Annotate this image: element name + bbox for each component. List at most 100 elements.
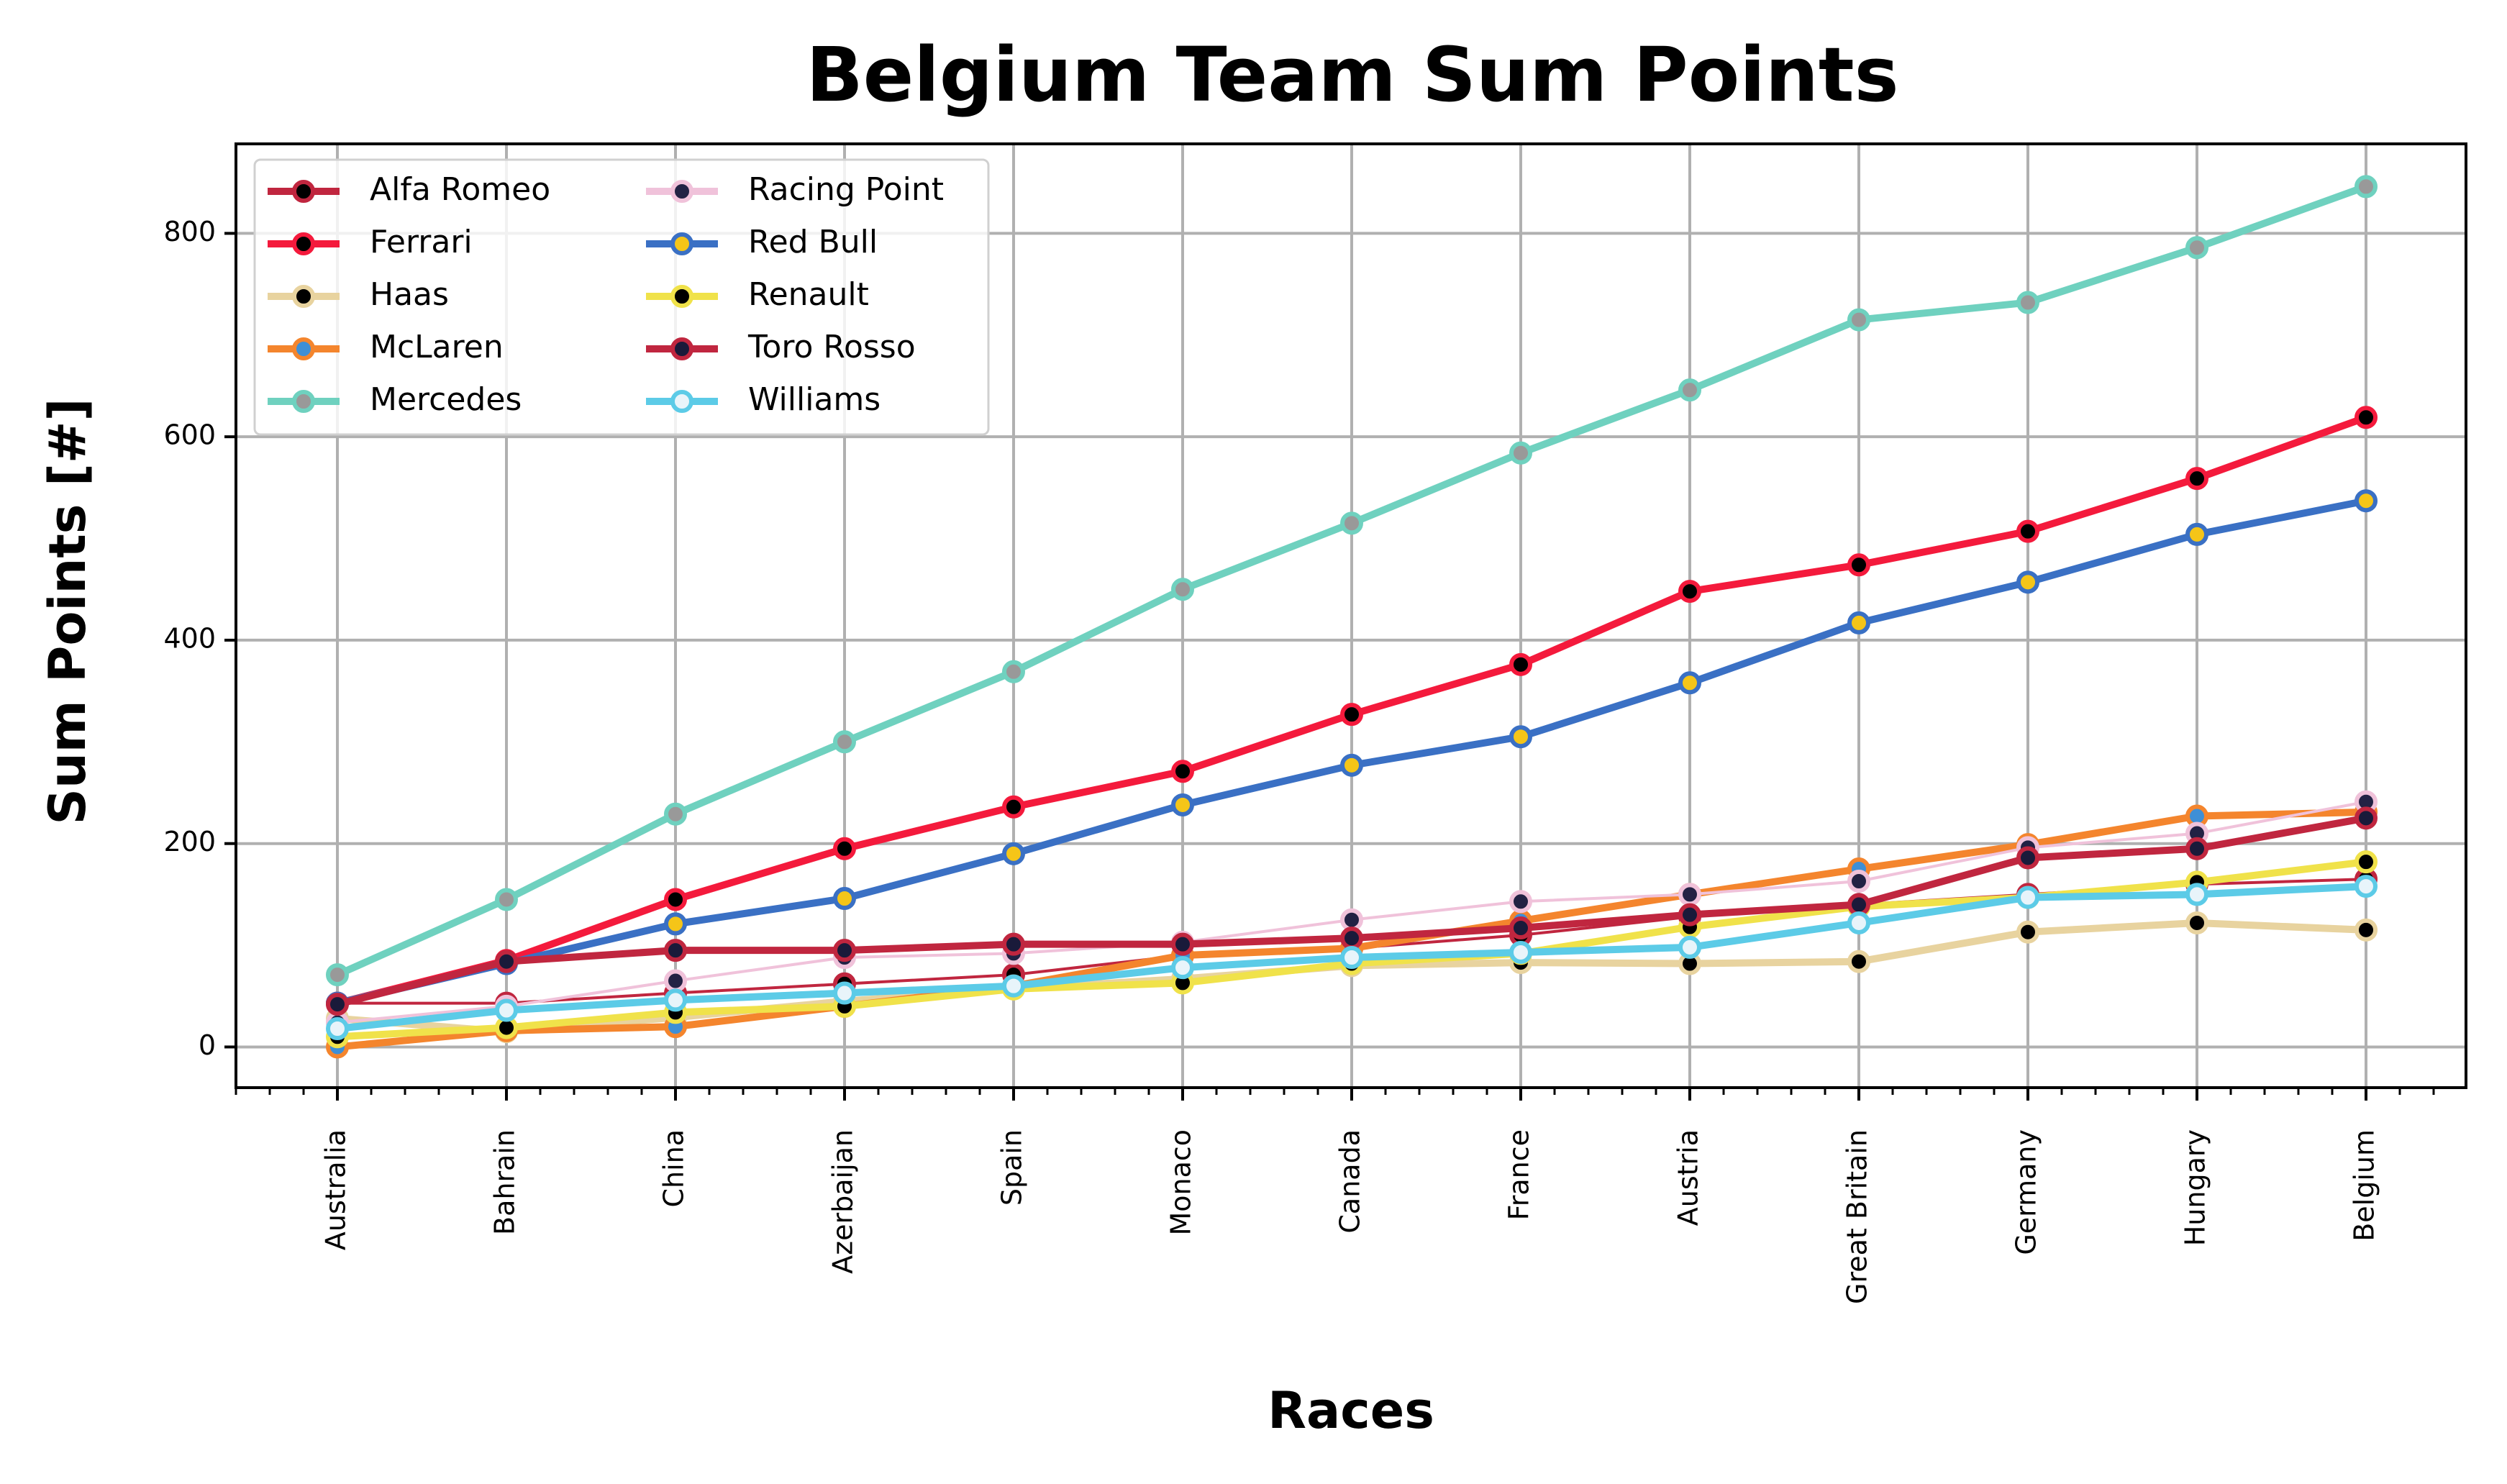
legend-label: Ferrari	[370, 224, 473, 260]
legend-swatch-marker	[292, 232, 315, 255]
data-point	[2354, 489, 2378, 513]
legend-label: Red Bull	[748, 224, 878, 260]
legend-item: Alfa Romeo	[268, 171, 550, 208]
data-point	[1678, 580, 1701, 604]
legend-swatch-marker	[670, 180, 693, 203]
data-point	[2185, 837, 2208, 860]
x-tick-label: Great Britain	[1842, 1129, 1873, 1304]
data-point	[1847, 893, 1870, 916]
x-tick-label: Monaco	[1165, 1129, 1197, 1236]
data-point	[1847, 870, 1870, 893]
y-tick-label: 0	[199, 1029, 216, 1061]
legend-item: Renault	[646, 276, 869, 313]
series-mercedes	[326, 175, 2378, 987]
data-point	[1002, 660, 1025, 683]
data-point	[1171, 793, 1194, 816]
series-toro-rosso	[326, 806, 2378, 1016]
data-point	[833, 981, 856, 1005]
data-point	[495, 998, 518, 1022]
legend-item: Williams	[646, 381, 881, 418]
data-point	[1002, 932, 1025, 956]
data-point	[2354, 850, 2378, 874]
chart-title: Belgium Team Sum Points	[806, 31, 1898, 119]
data-point	[664, 912, 687, 936]
legend-label: Renault	[748, 276, 869, 313]
data-point	[1002, 974, 1025, 998]
legend-item: Ferrari	[268, 224, 473, 260]
data-point	[1509, 916, 1532, 940]
x-tick-label: Hungary	[2180, 1129, 2211, 1246]
data-point	[1171, 932, 1194, 956]
legend-label: Williams	[748, 381, 881, 418]
data-point	[664, 988, 687, 1012]
data-point	[1847, 611, 1870, 634]
legend-swatch-marker	[670, 285, 693, 308]
legend-item: Haas	[268, 276, 449, 313]
x-tick-label: Germany	[2011, 1129, 2042, 1255]
legend-swatch-marker	[670, 232, 693, 255]
x-tick-label: Austria	[1673, 1129, 1704, 1226]
data-point	[2016, 291, 2039, 314]
data-point	[495, 888, 518, 911]
data-point	[1171, 760, 1194, 783]
data-point	[1678, 903, 1701, 927]
y-axis-label: Sum Points [#]	[38, 399, 97, 825]
x-tick-label: China	[658, 1129, 690, 1208]
legend-item: Red Bull	[646, 224, 878, 260]
data-point	[2185, 467, 2208, 491]
legend-label: Mercedes	[370, 381, 522, 418]
legend-swatch-marker	[292, 337, 315, 360]
data-point	[2354, 806, 2378, 830]
legend-swatch-marker	[292, 285, 315, 308]
data-point	[1171, 578, 1194, 601]
x-tick-label: Azerbaijan	[827, 1129, 859, 1274]
data-point	[2354, 406, 2378, 429]
data-point	[1678, 378, 1701, 402]
data-point	[2185, 236, 2208, 260]
x-tick-label: Australia	[320, 1129, 352, 1250]
data-point	[1509, 652, 1532, 676]
data-point	[1678, 883, 1701, 906]
legend-item: Racing Point	[646, 171, 944, 208]
y-tick-label: 200	[163, 826, 216, 857]
x-tick-label: Belgium	[2349, 1129, 2380, 1242]
data-point	[1678, 671, 1701, 695]
y-tick-label: 800	[163, 216, 216, 247]
data-point	[1340, 908, 1363, 932]
data-point	[833, 887, 856, 911]
data-point	[1340, 511, 1363, 535]
data-point	[2016, 570, 2039, 594]
data-point	[2354, 175, 2378, 199]
data-point	[1340, 703, 1363, 727]
legend-swatch-marker	[292, 390, 315, 413]
data-point	[326, 963, 349, 987]
legend-label: Toro Rosso	[747, 329, 916, 365]
data-point	[664, 802, 687, 826]
data-point	[1509, 441, 1532, 465]
data-point	[833, 837, 856, 860]
legend-label: Haas	[370, 276, 449, 313]
data-point	[1002, 842, 1025, 865]
x-tick-label: Bahrain	[489, 1129, 521, 1235]
data-point	[1171, 956, 1194, 980]
data-point	[664, 939, 687, 962]
legend-label: Racing Point	[748, 171, 944, 208]
data-point	[1509, 940, 1532, 964]
data-point	[1340, 927, 1363, 950]
data-point	[1847, 911, 1870, 934]
data-point	[1002, 795, 1025, 819]
data-point	[2354, 918, 2378, 942]
legend-swatch-marker	[292, 180, 315, 203]
data-point	[664, 969, 687, 993]
data-point	[833, 939, 856, 962]
legend-item: Toro Rosso	[646, 329, 916, 365]
x-tick-label: Spain	[996, 1129, 1028, 1206]
legend-box	[253, 158, 990, 436]
data-point	[1847, 308, 1870, 332]
x-axis-label: Races	[1268, 1381, 1434, 1440]
legend-label: Alfa Romeo	[370, 171, 550, 208]
legend-item: Mercedes	[268, 381, 522, 418]
data-point	[495, 950, 518, 973]
data-point	[2354, 875, 2378, 898]
